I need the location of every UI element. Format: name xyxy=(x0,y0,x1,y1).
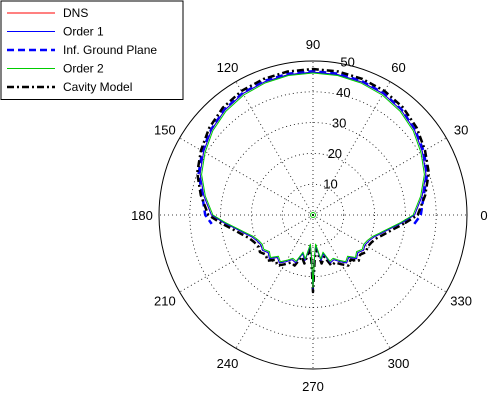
angle-tick-label: 120 xyxy=(217,60,239,75)
radial-grid-circle-40 xyxy=(189,91,437,339)
angle-tick-label: 150 xyxy=(154,123,176,138)
series-line-order-2 xyxy=(201,72,425,288)
angle-tick-label: 330 xyxy=(450,294,472,309)
angle-grid-line-330 xyxy=(312,214,447,293)
series-line-inf-ground-plane xyxy=(197,69,429,225)
legend-label: Inf. Ground Plane xyxy=(63,43,157,57)
angle-grid-line-150 xyxy=(179,137,314,216)
radial-tick-label: 50 xyxy=(340,54,354,69)
radial-tick-label: 20 xyxy=(328,146,342,161)
series-line-cavity-model xyxy=(195,67,431,294)
radial-tick-label: 30 xyxy=(332,115,346,130)
series-line-dns xyxy=(199,71,427,290)
radial-grid-circle-10 xyxy=(281,183,345,247)
angle-tick-label: 270 xyxy=(302,379,324,394)
radial-tick-label: 40 xyxy=(336,85,350,100)
legend-label: Order 2 xyxy=(63,62,104,76)
legend: DNS Order 1 Inf. Ground Plane Order 2 Cavity… xyxy=(0,0,184,100)
angle-grid-line-300 xyxy=(312,214,391,349)
series-lines xyxy=(195,67,431,294)
outer-circle xyxy=(158,60,468,370)
angle-grid-line-240 xyxy=(235,214,314,349)
legend-label: Cavity Model xyxy=(63,80,132,94)
angle-tick-label: 300 xyxy=(388,356,410,371)
angle-grid-line-210 xyxy=(179,214,314,293)
legend-label: Order 1 xyxy=(63,25,104,39)
radial-tick-labels: 10 20 30 40 50 xyxy=(323,54,355,191)
series-line-order-1 xyxy=(199,71,427,290)
angle-tick-label: 240 xyxy=(217,356,239,371)
legend-label: DNS xyxy=(63,6,88,20)
angle-tick-label: 30 xyxy=(454,123,468,138)
angle-tick-labels: 0 30 60 90 120 150 180 210 240 270 300 330 xyxy=(131,37,487,394)
origin-marker xyxy=(310,212,316,218)
angle-grid-line-60 xyxy=(312,81,391,216)
angle-tick-label: 90 xyxy=(306,37,320,52)
radial-tick-label: 10 xyxy=(323,176,337,191)
angle-tick-label: 210 xyxy=(154,294,176,309)
angle-tick-label: 60 xyxy=(391,60,405,75)
polar-grid xyxy=(158,60,468,370)
angle-tick-label: 180 xyxy=(131,208,153,223)
angle-grid-line-120 xyxy=(235,81,314,216)
angle-tick-label: 0 xyxy=(480,208,487,223)
